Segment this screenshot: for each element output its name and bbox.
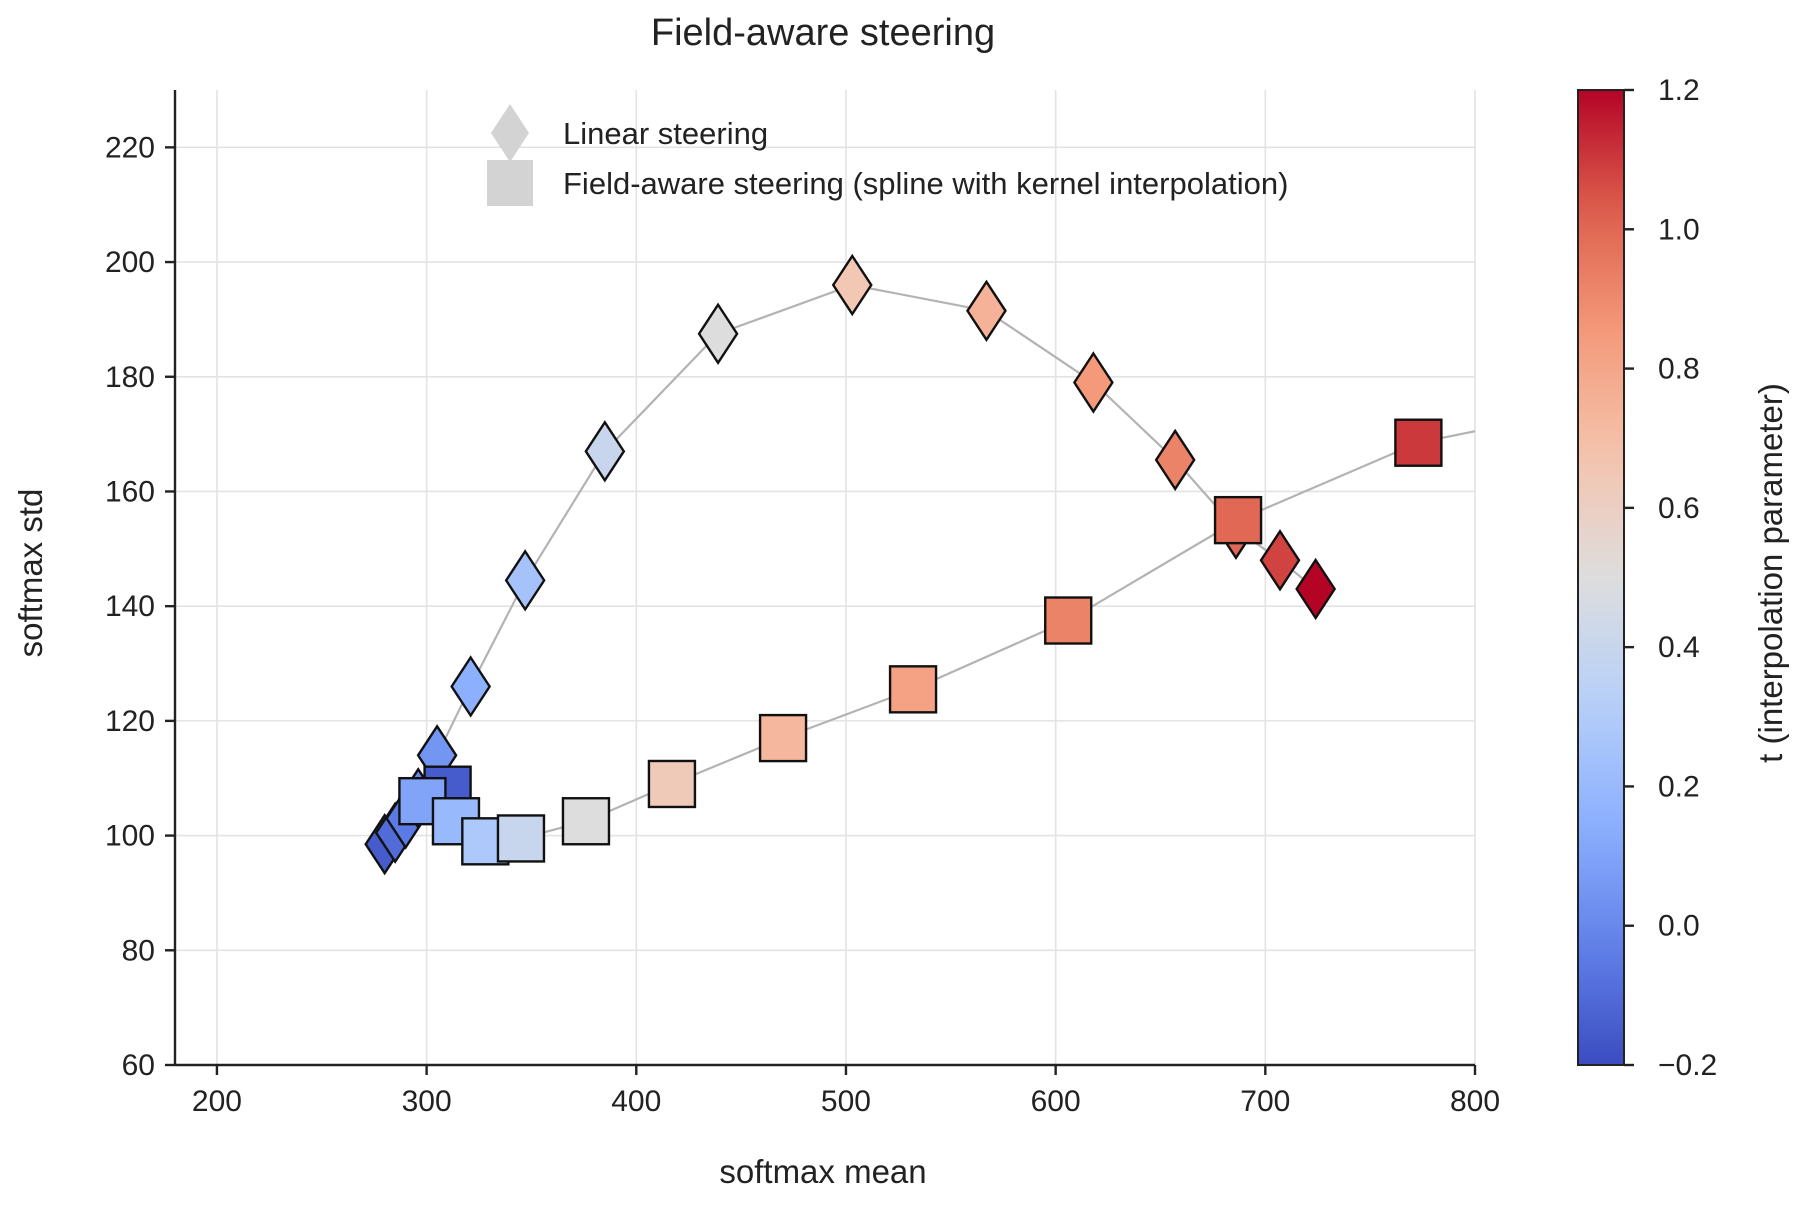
legend-square-marker — [487, 160, 533, 206]
y-tick-label: 80 — [122, 934, 155, 967]
legend-label-linear: Linear steering — [563, 116, 768, 151]
colorbar-tick-label: 0.2 — [1658, 770, 1700, 803]
field-aware-steering-point-8 — [758, 713, 808, 763]
field-aware-steering-point-11 — [1213, 495, 1263, 545]
colorbar-tick-label: 0.4 — [1658, 631, 1700, 664]
y-tick-label: 120 — [105, 705, 155, 738]
x-tick-label: 400 — [611, 1085, 661, 1118]
colorbar-tick-label: 1.2 — [1658, 74, 1700, 107]
linear-steering-point-8 — [584, 420, 626, 483]
linear-steering-point-16 — [1295, 557, 1337, 621]
field-aware-steering-point-9 — [888, 665, 938, 714]
field-aware-steering-point-10 — [1044, 596, 1093, 645]
linear-steering-point-9 — [697, 302, 739, 365]
legend: Linear steering Field-aware steering (spl… — [487, 104, 1288, 206]
colorbar-title: t (interpolation parameter) — [1752, 383, 1789, 763]
linear-steering-point-12 — [1072, 351, 1114, 414]
colorbar-tick-label: 0.8 — [1658, 353, 1700, 386]
y-tick-label: 100 — [105, 820, 155, 853]
chart-title: Field-aware steering — [651, 12, 995, 54]
linear-steering-point-7 — [504, 549, 546, 612]
linear-steering-point-11 — [966, 279, 1007, 342]
colorbar-tick-label: 0.6 — [1658, 492, 1700, 525]
field-aware-steering-point-6 — [561, 797, 611, 846]
data-markers — [364, 253, 1443, 876]
legend-diamond-marker — [491, 104, 529, 162]
field-aware-steering-point-12 — [1394, 418, 1443, 467]
linear-steering-point-13 — [1154, 428, 1196, 492]
y-tick-label: 180 — [105, 361, 155, 394]
y-tick-label: 220 — [105, 131, 155, 164]
linear-steering-point-10 — [831, 253, 873, 317]
field-aware-steering-point-5 — [496, 814, 546, 863]
grid-lines — [175, 90, 1476, 1066]
colorbar-gradient — [1577, 89, 1625, 1066]
y-tick-label: 140 — [105, 590, 155, 623]
axes: 200 300 400 500 600 700 800 60 80 100 120 140 160 180… — [105, 90, 1500, 1118]
y-tick-label: 160 — [105, 475, 155, 508]
colorbar-tick-label: −0.2 — [1658, 1049, 1717, 1082]
x-tick-label: 300 — [402, 1085, 452, 1118]
legend-label-field-aware: Field-aware steering (spline with kernel… — [563, 166, 1288, 201]
y-tick-label: 60 — [122, 1049, 155, 1082]
x-tick-label: 200 — [192, 1085, 242, 1118]
x-tick-label: 500 — [821, 1085, 871, 1118]
field-aware-steering-point-7 — [647, 759, 697, 809]
y-tick-label: 200 — [105, 246, 155, 279]
colorbar: −0.2 0.0 0.2 0.4 0.6 0.8 1.0 1.2 — [1577, 74, 1717, 1082]
colorbar-tick-label: 0.0 — [1658, 910, 1700, 943]
y-axis-title: softmax std — [12, 489, 49, 658]
linear-steering-point-15 — [1259, 529, 1301, 592]
colorbar-tick-label: 1.0 — [1658, 213, 1700, 246]
x-tick-label: 600 — [1031, 1085, 1081, 1118]
linear-steering-point-6 — [450, 655, 492, 718]
x-tick-label: 700 — [1240, 1085, 1290, 1118]
x-axis-title: softmax mean — [719, 1153, 926, 1190]
x-tick-label: 800 — [1450, 1085, 1500, 1118]
